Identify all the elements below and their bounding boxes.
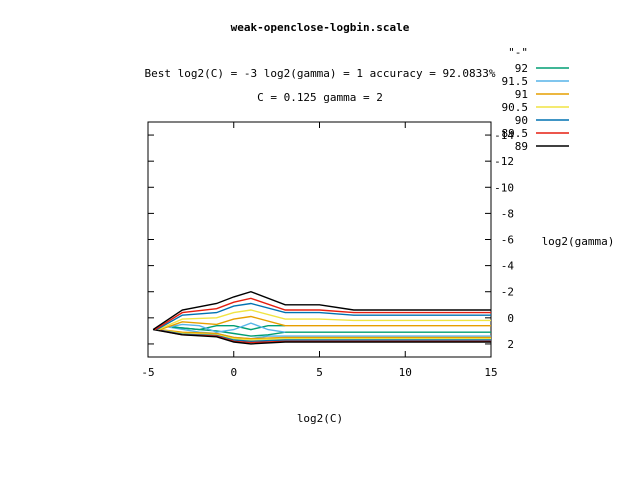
legend-label: 89.5 — [502, 127, 529, 140]
chart-subtitle-best: Best log2(C) = -3 log2(gamma) = 1 accura… — [145, 67, 496, 80]
legend-label: 91 — [515, 88, 528, 101]
y-tick-label: -2 — [501, 286, 514, 299]
contour-line-89-5 — [154, 297, 491, 331]
contour-line-90-5 — [158, 309, 491, 331]
legend-label: 92 — [515, 62, 528, 75]
legend-label: 90.5 — [502, 101, 529, 114]
contour-line-90 — [156, 302, 491, 331]
y-tick-label: -14 — [494, 129, 514, 142]
legend-header: "-" — [508, 46, 528, 59]
x-tick-label: -5 — [141, 366, 154, 379]
contour-line-lower — [171, 326, 491, 337]
contour-lines — [152, 290, 491, 345]
contour-line-89 — [152, 290, 491, 331]
y-tick-label: -8 — [501, 207, 514, 220]
x-tick-label: 0 — [230, 366, 237, 379]
contour-line-91 — [159, 315, 491, 331]
x-tick-label: 10 — [399, 366, 412, 379]
x-axis-label: log2(C) — [297, 412, 343, 425]
y-tick-label: 0 — [507, 312, 514, 325]
x-axis-ticks: -5 0 5 10 15 — [141, 122, 498, 379]
chart-title: weak-openclose-logbin.scale — [231, 21, 410, 34]
contour-line-92 — [171, 325, 286, 331]
y-axis-label: log2(gamma) — [542, 235, 615, 248]
x-tick-label: 5 — [316, 366, 323, 379]
legend-label: 91.5 — [502, 75, 529, 88]
y-tick-label: 2 — [507, 338, 514, 351]
x-tick-label: 15 — [484, 366, 497, 379]
contour-line-lower — [152, 328, 491, 345]
legend-label: 89 — [515, 140, 528, 153]
chart-subtitle-params: C = 0.125 gamma = 2 — [257, 91, 383, 104]
contour-line-lower — [159, 328, 491, 340]
y-axis-ticks: -14 -12 -10 -8 -6 -4 -2 0 2 — [148, 129, 514, 351]
y-tick-label: -12 — [494, 155, 514, 168]
y-tick-label: -6 — [501, 234, 514, 247]
plot-frame — [147, 121, 492, 358]
y-tick-label: -10 — [494, 181, 514, 194]
y-tick-label: -4 — [501, 260, 515, 273]
contour-line-91-5 — [168, 322, 286, 333]
legend-label: 90 — [515, 114, 528, 127]
